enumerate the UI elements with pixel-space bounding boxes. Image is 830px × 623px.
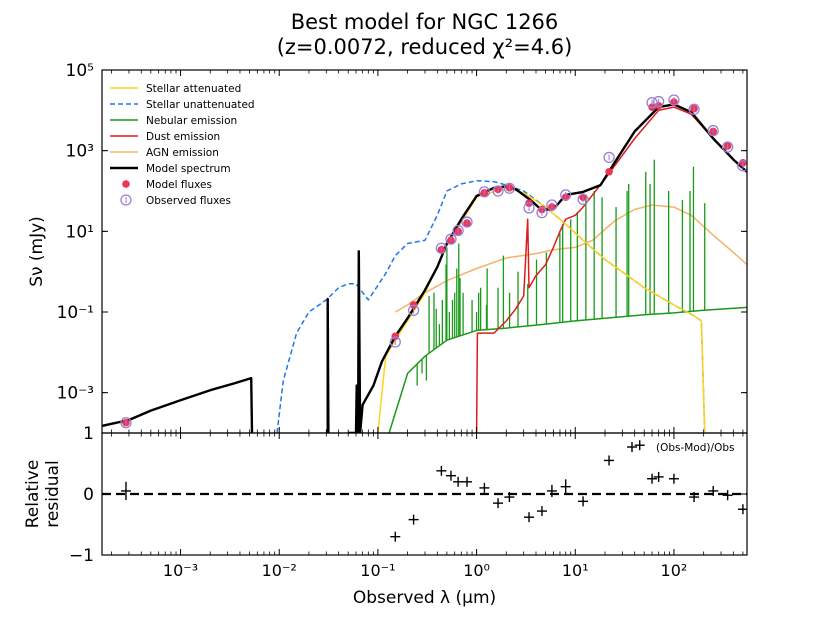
legend-label: Stellar attenuated <box>146 83 241 95</box>
legend-label: Observed fluxes <box>146 195 231 207</box>
observed-flux-point <box>603 151 615 164</box>
legend-marker <box>120 194 132 206</box>
series-model-spectrum-2 <box>348 103 747 433</box>
observed-flux-point <box>737 160 747 172</box>
observed-flux-point <box>120 417 132 429</box>
y-axis-label: Sν (mJy) <box>27 216 47 287</box>
observed-flux-point <box>546 199 558 211</box>
observed-flux-point <box>577 193 589 206</box>
y-tick-label: 1 <box>83 424 94 444</box>
series-stellar-attenuated <box>377 187 706 433</box>
sed-plot-panel <box>102 94 747 433</box>
series-dust-emission <box>475 106 747 433</box>
observed-flux-point <box>653 95 665 108</box>
legend: Stellar attenuated Stellar unattenuated Ne… <box>110 83 734 454</box>
observed-flux-point <box>492 185 504 197</box>
residual-axis-label: residual <box>43 460 63 527</box>
observed-flux-point <box>560 189 572 201</box>
residual-plot-panel <box>102 440 747 542</box>
legend-marker <box>122 180 130 188</box>
observed-flux-point <box>536 207 548 219</box>
y-tick-label: 10⁵ <box>66 61 94 81</box>
x-tick-label: 10² <box>661 561 688 580</box>
residual-axis-label: Relative <box>23 460 43 529</box>
observed-flux-point <box>461 216 473 228</box>
legend-label: Stellar unattenuated <box>146 99 255 111</box>
observed-flux-point <box>668 94 680 106</box>
observed-flux-point <box>407 304 420 316</box>
legend-label: Nebular emission <box>146 115 237 127</box>
observed-flux-point <box>435 242 448 254</box>
chart-title-line-1: Best model for NGC 1266 <box>290 10 559 34</box>
residual-y-tick-label: 0 <box>83 485 94 505</box>
chart-title-line-2: (z=0.0072, reduced χ²=4.6) <box>276 35 573 59</box>
y-tick-label: 10⁻¹ <box>57 303 94 323</box>
y-tick-label: 10⁻³ <box>57 384 94 404</box>
x-tick-label: 10⁻¹ <box>360 561 395 580</box>
y-tick-label: 10³ <box>66 142 94 162</box>
series-model-spectrum-1 <box>326 297 330 433</box>
observed-flux-point <box>688 103 700 115</box>
observed-flux-point <box>478 186 491 198</box>
x-tick-label: 10¹ <box>562 561 589 580</box>
model-flux-point <box>605 167 613 176</box>
observed-flux-point <box>389 336 401 348</box>
observed-flux-point <box>503 182 516 194</box>
bottom-plot-area <box>102 440 747 542</box>
legend-label: AGN emission <box>146 147 219 159</box>
series-nebular-emission <box>388 306 747 433</box>
residual-y-tick-label: −1 <box>69 546 94 566</box>
model-flux-point <box>391 332 400 341</box>
axes-layer: 10⁻³ 10⁻¹ 10¹ 10³ 10⁵ 1 10⁻³ 10⁻² 10⁻¹ 10⁰ 10¹ 10² −… <box>23 61 748 608</box>
observed-flux-point <box>646 97 658 109</box>
x-tick-label: 10⁻³ <box>163 561 198 580</box>
x-tick-label: 10⁰ <box>463 561 490 580</box>
series-stellar-unattenuated <box>276 179 706 433</box>
y-tick-label: 10¹ <box>66 222 94 242</box>
legend-label: Dust emission <box>146 131 220 143</box>
observed-flux-point <box>721 141 734 153</box>
observed-flux-point <box>707 124 719 137</box>
legend-label: Model spectrum <box>146 163 231 175</box>
x-tick-label: 10⁻² <box>262 561 297 580</box>
observed-flux-point <box>523 202 535 214</box>
observed-flux-point <box>452 224 464 237</box>
top-plot-area <box>102 94 747 433</box>
observed-flux-point <box>445 233 457 245</box>
series-agn-emission <box>394 204 747 313</box>
x-axis-label: Observed λ (μm) <box>353 588 496 608</box>
residual-legend-label: (Obs-Mod)/Obs <box>656 442 734 454</box>
series-model-spectrum <box>102 376 254 433</box>
legend-label: Model fluxes <box>146 179 212 191</box>
